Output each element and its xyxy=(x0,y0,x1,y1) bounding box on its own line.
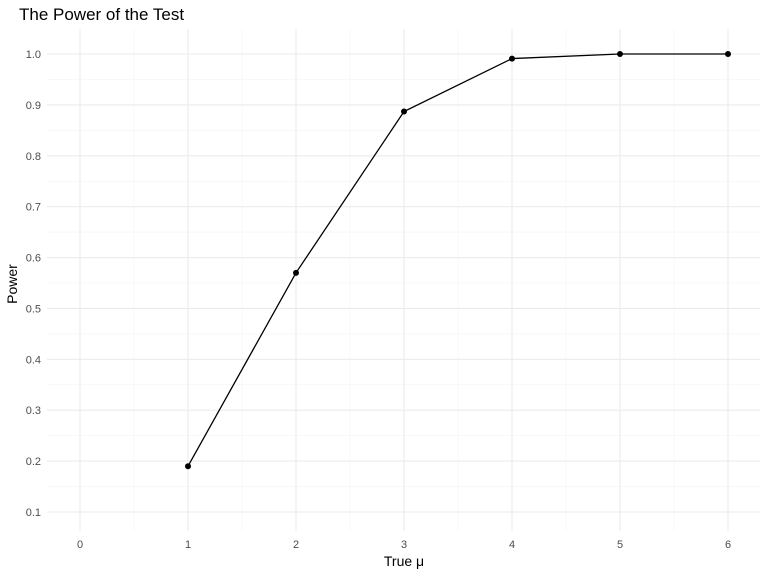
y-tick-label: 0.2 xyxy=(26,456,41,468)
x-tick-label: 1 xyxy=(185,539,191,551)
x-tick-label: 6 xyxy=(725,539,731,551)
x-tick-label: 3 xyxy=(401,539,407,551)
power-line xyxy=(187,53,728,467)
y-tick-labels: 0.1 0.2 0.3 0.4 0.5 0.6 0.7 0.8 0.9 1.0 xyxy=(26,49,41,519)
data-point xyxy=(293,269,299,276)
x-tick-label: 2 xyxy=(293,539,299,551)
y-tick-label: 0.9 xyxy=(26,100,41,112)
x-tick-labels: 0 1 2 3 4 5 6 xyxy=(77,539,731,551)
x-tick-label: 4 xyxy=(509,539,515,551)
y-tick-label: 0.7 xyxy=(26,202,41,214)
data-point xyxy=(509,55,515,62)
x-axis-label: True μ xyxy=(384,553,424,569)
y-tick-label: 0.4 xyxy=(26,354,41,366)
x-tick-label: 0 xyxy=(77,539,83,551)
data-point xyxy=(725,51,731,57)
major-gridlines xyxy=(47,29,760,531)
y-tick-label: 0.3 xyxy=(26,405,41,417)
y-tick-label: 0.6 xyxy=(26,253,41,265)
y-tick-label: 0.8 xyxy=(26,151,41,163)
data-point xyxy=(185,463,191,470)
chart-title: The Power of the Test xyxy=(19,5,184,24)
x-tick-label: 5 xyxy=(617,539,623,551)
y-tick-label: 1.0 xyxy=(26,49,41,61)
data-point xyxy=(401,108,407,115)
y-axis-label: Power xyxy=(4,264,20,304)
series-layer xyxy=(185,51,731,470)
data-point xyxy=(617,51,623,57)
y-tick-label: 0.5 xyxy=(26,303,41,315)
y-tick-label: 0.1 xyxy=(26,507,41,519)
